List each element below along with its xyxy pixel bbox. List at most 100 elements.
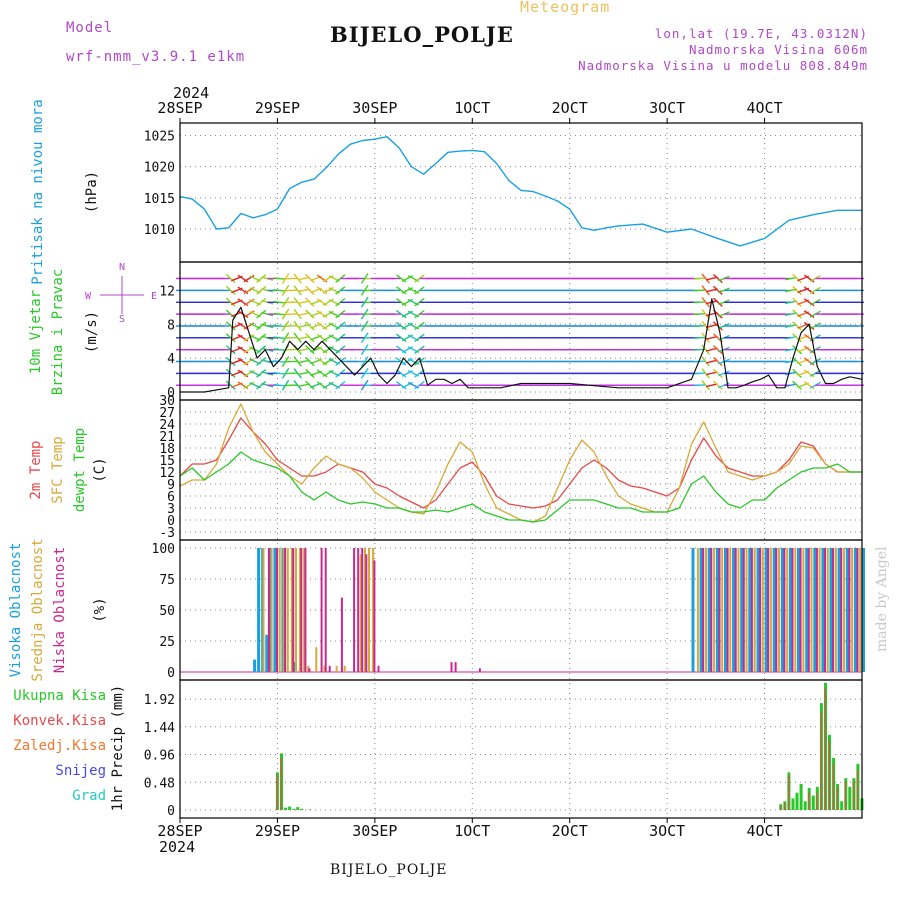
wind-arrow xyxy=(322,334,334,342)
model-label: Model xyxy=(66,20,114,36)
wind-arrow xyxy=(335,297,346,307)
wind-arrow xyxy=(305,309,315,319)
year-top: 2024 xyxy=(173,84,209,102)
wind-arrow xyxy=(803,381,815,390)
wind-arrow xyxy=(293,332,302,344)
cloud-bar xyxy=(788,548,792,672)
x-tick-label-top: 2OCT xyxy=(552,99,588,117)
wind-arrow xyxy=(297,288,310,293)
wind-arrow xyxy=(335,309,346,319)
wind-arrow xyxy=(395,298,407,307)
precip-bar xyxy=(803,801,807,810)
wind-arrow xyxy=(395,309,407,319)
wind-arrow xyxy=(225,368,236,378)
cloud-bar xyxy=(324,548,327,672)
wind-arrow xyxy=(809,357,821,366)
cloud-bar xyxy=(257,548,261,672)
wind-arrow xyxy=(809,346,821,354)
cloud-bar xyxy=(848,548,851,672)
cloud-bar xyxy=(778,548,780,672)
precip-bar xyxy=(816,792,818,810)
cloud-bar xyxy=(767,548,770,672)
wind-arrow xyxy=(414,333,425,342)
wind-arrow xyxy=(803,274,815,283)
wind-arrow xyxy=(414,369,425,378)
compass-w: W xyxy=(85,291,92,302)
cloud-bar xyxy=(862,548,865,672)
cloud-bar xyxy=(328,665,331,672)
cloud-bar xyxy=(284,548,287,672)
cloud-bar xyxy=(756,548,760,672)
wind-arrow xyxy=(701,356,710,367)
y-tick-label: 0.96 xyxy=(144,749,175,764)
precip-bar xyxy=(856,769,859,810)
wind-arrow xyxy=(414,286,425,295)
wind-arrow xyxy=(792,333,802,343)
wind-arrow xyxy=(225,297,236,307)
wind-arrow xyxy=(297,371,310,376)
pressure-line xyxy=(179,135,862,247)
cloud-bar xyxy=(276,548,278,672)
wind-arrow xyxy=(256,297,267,307)
cloud-bar xyxy=(734,548,737,672)
cloud-bar xyxy=(702,548,705,672)
wind-arrow xyxy=(243,274,255,283)
precip-bar xyxy=(284,807,287,810)
cloud-bar xyxy=(740,548,744,672)
wind-arrow xyxy=(281,273,290,284)
cloud-bar xyxy=(745,548,748,672)
cloud-bar xyxy=(357,548,360,672)
wind-arrow xyxy=(713,380,723,390)
precip-bar xyxy=(799,784,803,810)
wind-arrow xyxy=(322,274,334,283)
meteogram-label: Meteogram xyxy=(520,0,611,16)
wind-arrow xyxy=(297,383,310,388)
wind-arrow xyxy=(360,273,369,284)
wind-arrow xyxy=(713,368,723,378)
wind-arrow xyxy=(718,323,730,329)
wind-arrow xyxy=(305,273,315,284)
cloud-bar xyxy=(707,548,711,672)
wind-arrow xyxy=(305,285,315,296)
wind-arrow xyxy=(285,325,298,327)
cloud-bar xyxy=(759,548,762,672)
wind-arrow xyxy=(784,288,797,293)
wind-arrow xyxy=(243,369,255,378)
x-tick-label-bottom: 4OCT xyxy=(747,822,783,840)
wind-arrow xyxy=(809,381,821,389)
y-tick-label: 100 xyxy=(152,542,175,557)
wind-arrow xyxy=(273,289,286,292)
wind-arrow xyxy=(414,381,425,390)
cloud-bar xyxy=(373,560,376,672)
panel-frame-precip xyxy=(179,679,863,819)
ylabel-temp2m: 2m Temp xyxy=(28,440,44,499)
wind-arrow xyxy=(701,273,710,284)
wind-arrow xyxy=(322,298,334,306)
cloud-bar xyxy=(377,665,380,672)
wind-arrow xyxy=(285,301,298,304)
y-tick-label: 0.48 xyxy=(144,776,175,791)
cloud-bar xyxy=(813,548,817,672)
cloud-bar xyxy=(710,548,713,672)
wind-arrow xyxy=(322,322,334,330)
y-tick-label: 18 xyxy=(159,442,175,457)
wind-arrow xyxy=(316,274,328,283)
y-tick-label: 8 xyxy=(167,318,175,333)
cloud-bar xyxy=(282,548,285,672)
wind-arrow xyxy=(335,345,346,354)
wind-arrow xyxy=(261,347,274,352)
wind-arrow xyxy=(305,344,315,355)
wind-arrow xyxy=(281,320,290,332)
wind-arrow xyxy=(701,380,710,391)
wind-arrow xyxy=(701,285,710,296)
precip-bar xyxy=(840,801,844,810)
wind-arrow xyxy=(243,298,255,306)
model-name: wrf-nmm_v3.9.1 e1km xyxy=(66,49,246,65)
wind-arrow xyxy=(395,345,407,354)
ylabel-cloud-mid: Srednja Oblacnost xyxy=(30,538,46,681)
cloud-bar xyxy=(295,548,297,672)
wind-arrow xyxy=(693,289,706,292)
wind-arrow xyxy=(322,310,334,318)
wind-arrow xyxy=(395,333,407,342)
cloud-bar xyxy=(786,548,789,672)
